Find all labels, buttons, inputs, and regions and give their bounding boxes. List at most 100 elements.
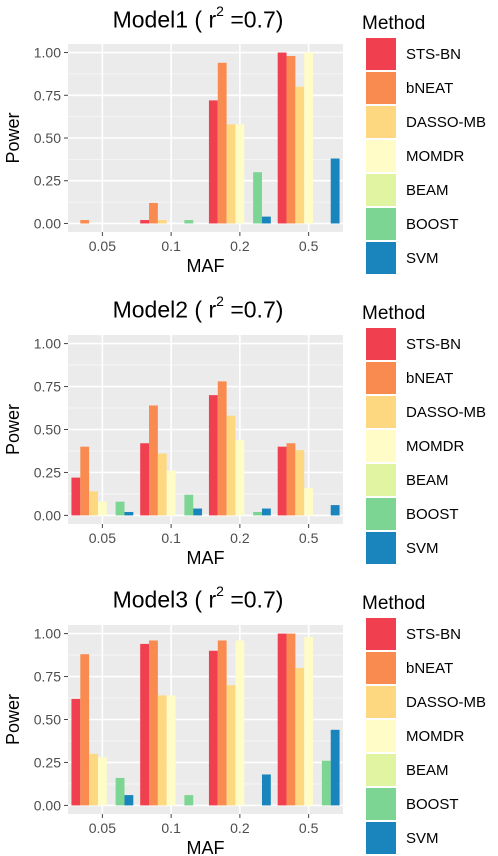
- legend-swatch: [366, 788, 396, 820]
- legend-swatch: [366, 430, 396, 462]
- x-tick-label: 0.1: [161, 820, 181, 836]
- legend-swatch: [366, 208, 396, 240]
- bar-boost-0_2: [253, 172, 262, 224]
- bar-dasso-mb-0_2: [226, 685, 236, 806]
- legend-swatch: [366, 720, 396, 752]
- legend-label: STS-BN: [406, 336, 462, 353]
- bar-dasso-mb-0_5: [295, 86, 305, 224]
- bar-sts-bn-0_1: [140, 443, 150, 516]
- bar-momdr-0_2: [235, 640, 245, 806]
- legend-swatch: [366, 396, 396, 428]
- legend-item-beam: BEAM: [362, 754, 496, 788]
- bar-chart-model1: 0.00 0.25 0.50 0.75 1.00 0.05 0.1 0.2 0.5 MAF Powe…: [3, 44, 343, 276]
- legend-item-dasso-mb: DASSO-MB: [362, 396, 496, 430]
- legend-item-bneat: bNEAT: [362, 72, 496, 106]
- legend-swatch: [366, 140, 396, 172]
- bar-sts-bn-0_5: [277, 446, 287, 516]
- y-tick-label: 0.75: [34, 87, 61, 103]
- legend-label: MOMDR: [406, 148, 465, 165]
- x-tick-label: 0.5: [299, 530, 319, 546]
- x-tick-label: 0.2: [230, 238, 250, 254]
- legend-label: BEAM: [406, 472, 449, 489]
- legend-label: BOOST: [406, 506, 459, 523]
- legend-swatch: [366, 72, 396, 104]
- bar-dasso-mb-0_1: [157, 220, 167, 224]
- bar-bneat-0_2: [217, 62, 227, 224]
- bar-bneat-0_1: [149, 640, 158, 806]
- legend-swatch: [366, 754, 396, 786]
- legend-item-boost: BOOST: [362, 208, 496, 242]
- bar-svm-0_5: [330, 729, 340, 806]
- bar-chart-model3: 0.00 0.25 0.50 0.75 1.00 0.05 0.1 0.2 0.5 MAF Powe…: [3, 625, 343, 856]
- legend-label: BEAM: [406, 182, 449, 199]
- legend-item-boost: BOOST: [362, 788, 496, 822]
- y-tick-label: 0.50: [34, 130, 61, 146]
- bar-momdr-0_1: [166, 695, 176, 806]
- y-tick-label: 0.25: [34, 464, 61, 480]
- bar-boost-0_1: [184, 795, 194, 806]
- bar-momdr-0_5: [304, 487, 314, 516]
- bar-svm-0_5: [330, 158, 340, 224]
- bar-momdr-0_5: [304, 637, 314, 806]
- bar-bneat-0_2: [217, 640, 227, 806]
- bar-svm-0_2: [261, 774, 271, 806]
- legend-item-sts-bn: STS-BN: [362, 38, 496, 72]
- x-tick-label: 0.2: [230, 530, 250, 546]
- bar-svm-0_05: [124, 511, 134, 516]
- y-tick-label: 0.75: [34, 379, 61, 395]
- legend-swatch: [366, 618, 396, 650]
- bar-momdr-0_05: [97, 757, 107, 806]
- bar-sts-bn-0_2: [208, 650, 218, 806]
- y-tick-label: 0.00: [34, 215, 61, 231]
- legend-swatch: [366, 686, 396, 718]
- bar-sts-bn-0_2: [208, 100, 218, 224]
- legend-item-svm: SVM: [362, 242, 496, 276]
- bar-dasso-mb-0_1: [157, 453, 167, 516]
- bar-sts-bn-0_5: [277, 633, 287, 806]
- x-tick-label: 0.05: [89, 530, 116, 546]
- legend-label: BEAM: [406, 762, 449, 779]
- bar-bneat-0_5: [286, 633, 296, 806]
- legend: Method STS-BN bNEAT DASSO-MB MOMDR BEAM BOOST S…: [362, 590, 496, 856]
- bar-boost-0_1: [184, 494, 194, 516]
- legend-item-sts-bn: STS-BN: [362, 618, 496, 652]
- legend-label: BOOST: [406, 796, 459, 813]
- x-tick-label: 0.1: [161, 238, 181, 254]
- chart-title: Model2 ( r2 =0.7): [112, 293, 284, 323]
- panel-model3: Model3 ( r2 =0.7) 0.00 0.25 0.50 0.75 1.00 0.…: [0, 580, 498, 856]
- bar-dasso-mb-0_1: [157, 695, 167, 806]
- bar-bneat-0_2: [217, 381, 227, 516]
- legend-item-bneat: bNEAT: [362, 652, 496, 686]
- legend-label: bNEAT: [406, 80, 454, 97]
- bar-dasso-mb-0_05: [89, 753, 98, 806]
- x-tick-label: 0.5: [299, 820, 319, 836]
- bar-sts-bn-0_05: [71, 698, 81, 806]
- legend-swatch: [366, 106, 396, 138]
- x-tick-label: 0.05: [89, 238, 116, 254]
- bar-bneat-0_1: [149, 405, 158, 516]
- legend-item-sts-bn: STS-BN: [362, 328, 496, 362]
- y-tick-label: 0.25: [34, 754, 61, 770]
- x-tick-label: 0.5: [299, 238, 319, 254]
- x-tick-label: 0.05: [89, 820, 116, 836]
- bar-bneat-0_05: [80, 220, 90, 224]
- bar-boost-0_05: [115, 501, 125, 516]
- panel-model1: Model1 ( r2 =0.7) 0.00 0.25 0.50 0.75 1.00 0.…: [0, 0, 498, 290]
- legend-item-momdr: MOMDR: [362, 720, 496, 754]
- bar-momdr-0_5: [304, 52, 314, 224]
- legend-swatch: [366, 328, 396, 360]
- legend-label: MOMDR: [406, 438, 465, 455]
- legend-swatch: [366, 464, 396, 496]
- bar-svm-0_2: [261, 216, 271, 224]
- bar-chart-model2: 0.00 0.25 0.50 0.75 1.00 0.05 0.1 0.2 0.5 MAF Powe…: [3, 335, 343, 568]
- legend-label: SVM: [406, 540, 439, 557]
- bar-momdr-0_2: [235, 439, 245, 516]
- legend-label: SVM: [406, 250, 439, 267]
- legend-label: bNEAT: [406, 660, 454, 677]
- y-tick-label: 0.00: [34, 507, 61, 523]
- legend-swatch: [366, 174, 396, 206]
- legend-swatch: [366, 38, 396, 70]
- legend-item-dasso-mb: DASSO-MB: [362, 686, 496, 720]
- bar-sts-bn-0_1: [140, 220, 150, 224]
- legend-label: DASSO-MB: [406, 694, 487, 711]
